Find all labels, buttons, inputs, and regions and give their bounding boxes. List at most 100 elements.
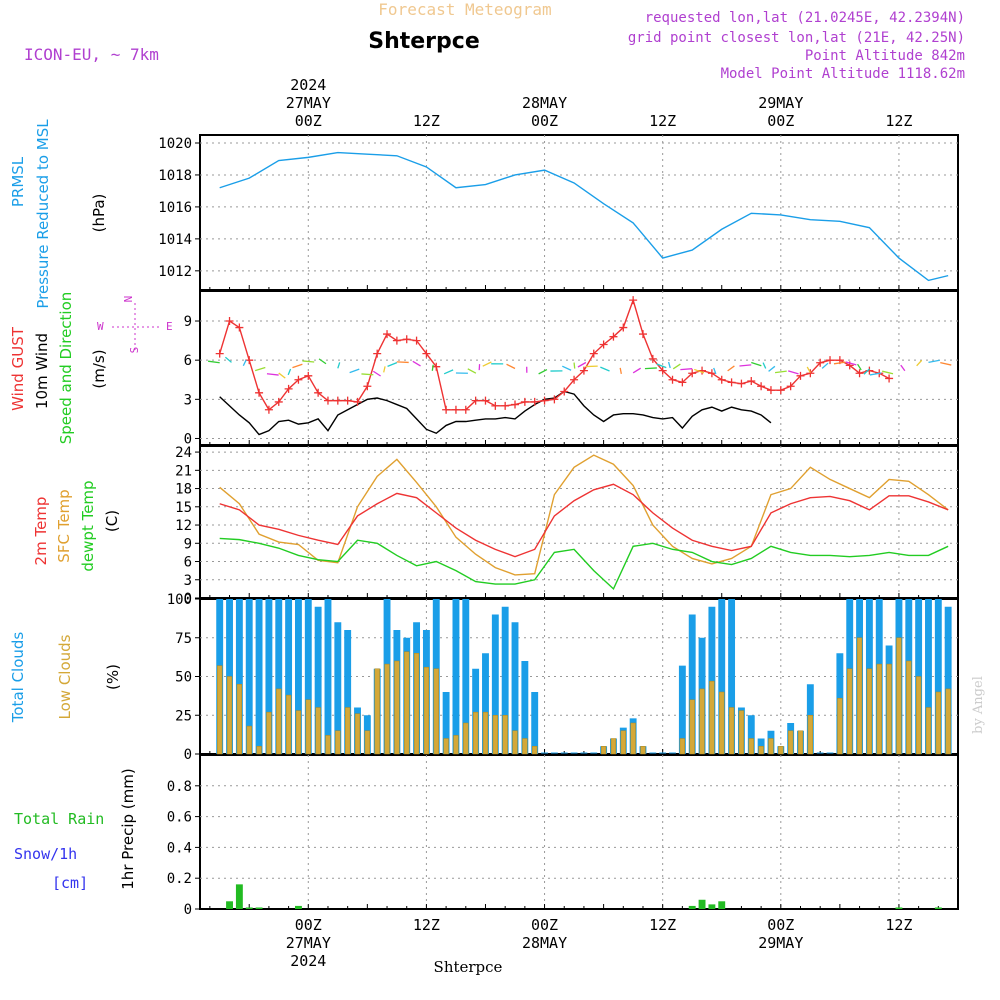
gust-marker — [383, 330, 391, 338]
wind-direction-arrow — [775, 371, 787, 372]
gust-marker — [629, 296, 637, 304]
wind-direction-arrow — [507, 364, 515, 368]
gust-marker — [363, 382, 371, 390]
t2m-line — [220, 484, 948, 556]
gust-label: Wind GUST — [9, 326, 27, 411]
y-tick-label: 1020 — [158, 136, 192, 152]
low-cloud-bar — [906, 661, 911, 754]
gust-marker — [255, 389, 263, 397]
wind-direction-arrow — [882, 371, 893, 374]
wind-speed-dir-label: Speed and Direction — [57, 292, 75, 445]
low-cloud-bar — [266, 712, 271, 754]
gust-marker — [334, 397, 342, 405]
low-cloud-bar — [798, 731, 803, 754]
gust-marker — [767, 386, 775, 394]
wind10m-label: 10m Wind — [33, 333, 51, 409]
total-cloud-bar — [325, 599, 332, 754]
gust-marker — [216, 350, 224, 358]
rain-bar — [718, 901, 725, 909]
low-cloud-bar — [355, 714, 360, 754]
low-cloud-bar — [946, 689, 951, 754]
low-cloud-bar — [296, 711, 301, 754]
low-cloud-bar — [808, 715, 813, 754]
wind-direction-arrow — [279, 373, 286, 378]
wind-direction-arrow — [901, 365, 905, 371]
low-cloud-bar — [463, 723, 468, 754]
low-cloud-bar — [857, 638, 862, 754]
rain-bar — [699, 900, 706, 909]
wind-direction-arrow — [562, 366, 571, 370]
low-cloud-bar — [513, 731, 518, 754]
low-cloud-bar — [778, 746, 783, 754]
wind-direction-arrow — [397, 362, 409, 363]
model-label: ICON-EU, ~ 7km — [24, 45, 159, 64]
low-cloud-bar — [286, 695, 291, 754]
model-point-altitude: Model Point Altitude 1118.62m — [721, 66, 965, 82]
y-tick-label: 25 — [175, 708, 192, 724]
wind-direction-arrow — [267, 374, 279, 375]
y-tick-label: 1018 — [158, 168, 192, 184]
gust-marker — [393, 337, 401, 345]
low-cloud-bar — [473, 712, 478, 754]
low-cloud-bar — [306, 700, 311, 754]
total-rain-label: Total Rain — [14, 810, 104, 828]
gust-marker — [639, 330, 647, 338]
dewpt-label: dewpt Temp — [79, 480, 97, 571]
y-tick-label: 15 — [175, 500, 192, 516]
bottom-time-label: 29MAY — [758, 934, 803, 952]
wind-direction-arrow — [208, 361, 220, 363]
gust-marker — [403, 335, 411, 343]
low-cloud-bar — [326, 735, 331, 754]
y-tick-label: 6 — [184, 555, 192, 571]
snow-unit: [cm] — [52, 874, 88, 892]
low-cloud-bar — [444, 739, 449, 755]
y-tick-label: 1014 — [158, 232, 192, 248]
bottom-time-label: 00Z — [767, 916, 794, 934]
gust-marker — [718, 376, 726, 384]
low-cloud-bar — [493, 715, 498, 754]
gust-marker — [373, 350, 381, 358]
wind-direction-arrow — [620, 368, 621, 374]
panel-frame — [200, 135, 958, 290]
top-time-label: 29MAY — [758, 94, 803, 112]
wind-direction-arrow — [243, 360, 246, 366]
panel-frame — [200, 446, 958, 598]
gust-marker — [826, 356, 834, 364]
low-cloud-bar — [601, 746, 606, 754]
gust-marker — [442, 406, 450, 414]
wind-direction-arrow — [350, 369, 360, 373]
total-cloud-bar — [256, 599, 263, 754]
wind-direction-arrow — [302, 361, 314, 362]
low-cloud-bar — [335, 731, 340, 754]
low-cloud-bar — [237, 684, 242, 754]
location-title: Shterpce — [368, 29, 480, 54]
gust-marker — [757, 382, 765, 390]
prmsl-long-label: Pressure Reduced to MSL — [34, 119, 52, 309]
wind-direction-arrow — [373, 371, 380, 376]
wind-direction-arrow — [822, 363, 828, 368]
rain-bar — [895, 907, 902, 909]
wind-direction-arrow — [751, 362, 761, 365]
low-cloud-bar — [227, 677, 232, 755]
gust-marker — [511, 401, 519, 409]
low-cloud-bar — [276, 689, 281, 754]
low-cloud-bar — [345, 708, 350, 755]
low-cloud-bar — [936, 692, 941, 754]
y-tick-label: 6 — [184, 353, 192, 369]
snow-label: Snow/1h — [14, 845, 77, 863]
wind-direction-arrow — [444, 370, 453, 374]
wind-direction-arrow — [255, 367, 265, 370]
bottom-time-label: 00Z — [531, 916, 558, 934]
rain-bar — [226, 901, 233, 909]
wind-direction-arrow — [928, 360, 939, 362]
low-cloud-bar — [375, 669, 380, 754]
low-cloud-bar — [641, 746, 646, 754]
gust-marker — [747, 377, 755, 385]
y-tick-label: 1012 — [158, 264, 192, 280]
wind-direction-arrow — [413, 361, 421, 366]
temp-unit: (C) — [103, 510, 121, 532]
bottom-time-label: 2024 — [290, 952, 326, 970]
low-cloud-bar — [365, 731, 370, 754]
top-time-label: 2024 — [290, 76, 326, 94]
low-cloud-bar — [877, 664, 882, 754]
